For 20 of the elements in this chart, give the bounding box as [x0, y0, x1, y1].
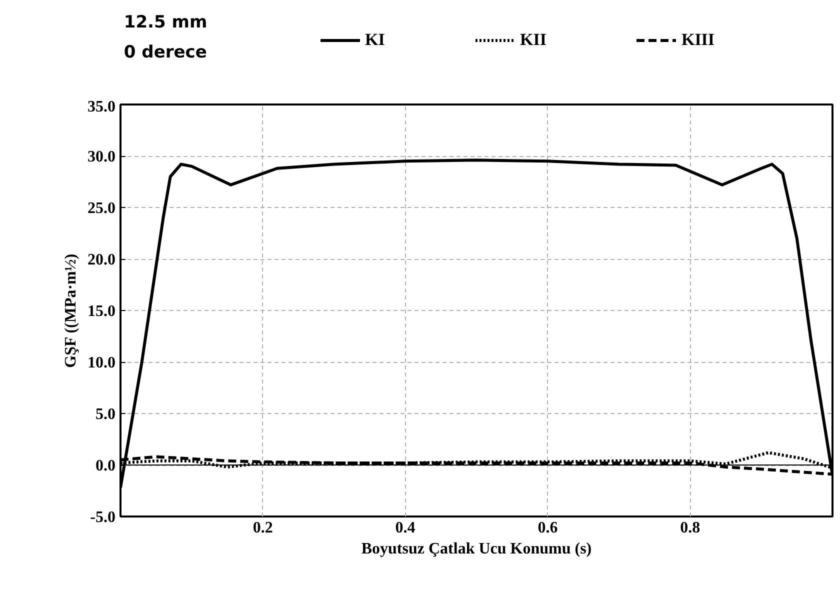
x-tick-label: 0.4 — [395, 520, 416, 536]
y-axis-title: GŞF ((MPa·m½) — [62, 254, 80, 368]
legend-label: KIII — [681, 30, 715, 50]
y-tick-label: 0.0 — [96, 458, 116, 474]
y-tick-label: 10.0 — [88, 354, 116, 372]
chart-subtitle: 0 derece — [124, 42, 207, 62]
x-tick-label: 0.2 — [252, 520, 273, 536]
x-axis-title: Boyutsuz Çatlak Ucu Konumu (s) — [361, 540, 592, 558]
x-tick-label: 0.8 — [680, 520, 700, 536]
legend-label: KI — [365, 30, 385, 50]
y-tick-label: -5.0 — [90, 509, 116, 526]
y-tick-label: 30.0 — [88, 148, 116, 166]
y-tick-label: 15.0 — [88, 303, 116, 320]
y-tick-label: 20.0 — [88, 252, 116, 268]
x-tick-label: 0.6 — [538, 520, 558, 536]
chart-title: 12.5 mm — [124, 12, 208, 32]
y-tick-label: 5.0 — [96, 406, 116, 423]
legend-label: KII — [520, 30, 546, 50]
y-tick-label: 25.0 — [88, 200, 116, 217]
y-tick-label: 35.0 — [88, 98, 116, 116]
